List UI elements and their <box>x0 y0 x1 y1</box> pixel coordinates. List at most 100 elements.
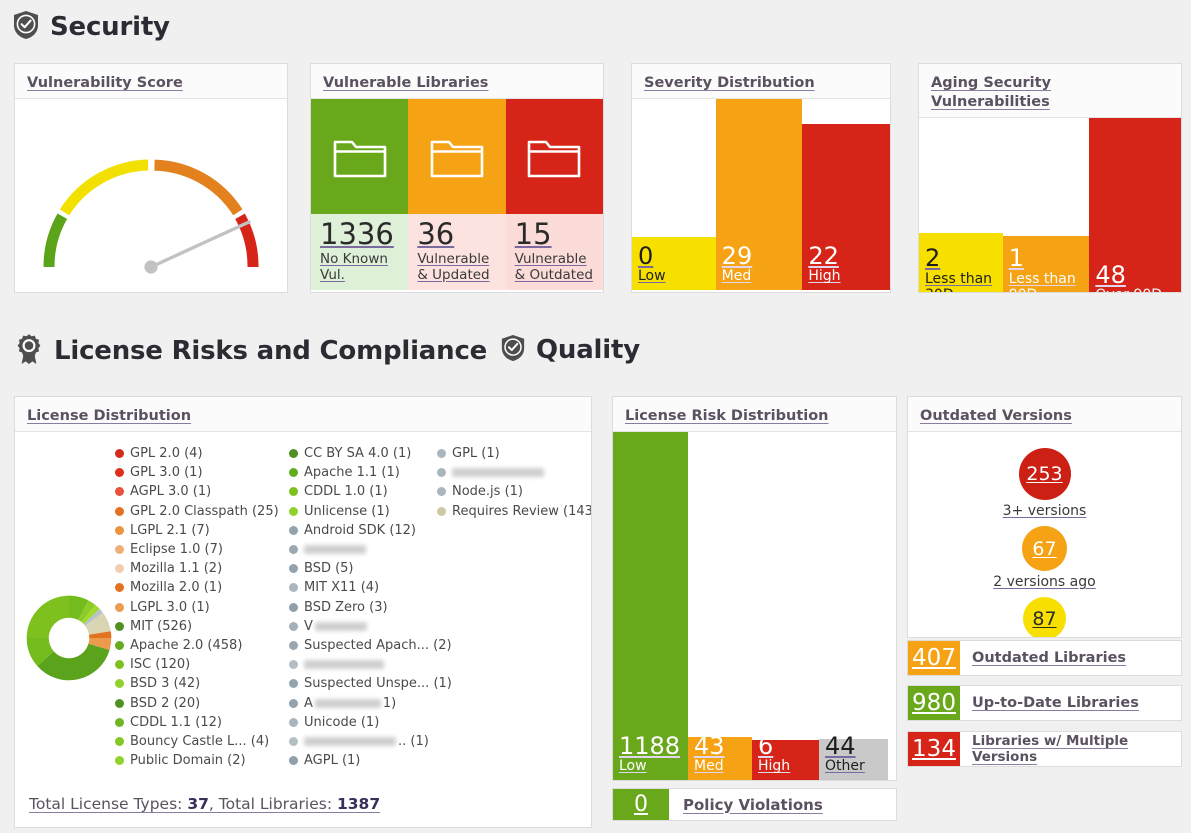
outdated-circle-caption[interactable]: 3+ versions <box>1002 503 1087 519</box>
summary-row-outdated-libraries[interactable]: 407 Outdated Libraries <box>907 640 1182 676</box>
legend-item[interactable]: AGPL 3.0 (1) <box>115 482 287 501</box>
bar-value[interactable]: 29 <box>721 241 753 270</box>
bar-label[interactable]: Over 90D <box>1095 287 1181 292</box>
legend-item[interactable]: Requires Review (143) <box>437 502 591 521</box>
legend-item[interactable]: CC BY SA 4.0 (1) <box>289 444 435 463</box>
bar-med[interactable]: 43 Med <box>688 731 752 780</box>
bar-value[interactable]: 22 <box>808 241 839 270</box>
legend-item-redacted[interactable] <box>289 540 435 559</box>
bar-other[interactable]: 44 Other <box>819 733 888 780</box>
summary-label[interactable]: Libraries w/ Multiple Versions <box>972 733 1129 765</box>
bar-less-than-90d[interactable]: 1 Less than 90D <box>1002 236 1090 292</box>
legend-item[interactable]: Apache 1.1 (1) <box>289 463 435 482</box>
legend-item[interactable]: Apache 2.0 (458) <box>115 636 287 655</box>
legend-item[interactable]: Eclipse 1.0 (7) <box>115 540 287 559</box>
vulnerable-libraries-label[interactable]: Vulnerable & Outdated <box>514 251 593 284</box>
policy-violations-label[interactable]: Policy Violations <box>683 795 823 814</box>
legend-item[interactable]: MIT X11 (4) <box>289 578 435 597</box>
summary-label[interactable]: Outdated Libraries <box>972 650 1127 666</box>
legend-item[interactable]: Public Domain (2) <box>115 751 287 770</box>
summary-row-up-to-date-libraries[interactable]: 980 Up-to-Date Libraries <box>907 685 1182 721</box>
legend-item[interactable]: CDDL 1.0 (1) <box>289 482 435 501</box>
legend-item[interactable]: LGPL 2.1 (7) <box>115 521 287 540</box>
legend-item[interactable]: Suspected Unspe... (1) <box>289 674 452 693</box>
summary-label[interactable]: Up-to-Date Libraries <box>972 695 1139 711</box>
bar-value[interactable]: 0 <box>638 241 654 270</box>
legend-item[interactable]: BSD 3 (42) <box>115 674 287 693</box>
legend-item[interactable]: AGPL (1) <box>289 751 435 770</box>
vulnerable-libraries-label[interactable]: No Known Vul. <box>320 251 388 284</box>
legend-item[interactable]: GPL 2.0 Classpath (25) <box>115 502 287 521</box>
legend-item-redacted[interactable]: V <box>289 617 435 636</box>
legend-item[interactable]: BSD (5) <box>289 559 435 578</box>
bar-value[interactable]: 48 <box>1095 260 1126 289</box>
legend-item[interactable]: Mozilla 2.0 (1) <box>115 578 287 597</box>
legend-item[interactable]: GPL 3.0 (1) <box>115 463 287 482</box>
outdated-circle-3plus[interactable]: 253 <box>1018 448 1071 500</box>
bar-value[interactable]: 1 <box>1008 244 1024 273</box>
license-distribution-title[interactable]: License Distribution <box>27 408 192 424</box>
legend-item-redacted[interactable]: .. (1) <box>289 732 435 751</box>
license-risk-title[interactable]: License Risk Distribution <box>625 408 829 424</box>
legend-item[interactable]: Android SDK (12) <box>289 521 435 540</box>
bar-label[interactable]: Other <box>825 758 865 775</box>
bar-low[interactable]: 0 Low <box>632 236 716 290</box>
vulnerable-libraries-value[interactable]: 15 <box>514 217 552 252</box>
vulnerable-libraries-label[interactable]: Vulnerable & Updated <box>417 251 490 284</box>
bar-low[interactable]: 1188 Low <box>613 432 688 780</box>
bar-label[interactable]: Med <box>694 758 724 775</box>
legend-item[interactable]: GPL 2.0 (4) <box>115 444 287 463</box>
bar-label[interactable]: Med <box>721 268 752 285</box>
bar-med[interactable]: 29 Med <box>715 99 803 290</box>
severity-distribution-title[interactable]: Severity Distribution <box>644 75 815 91</box>
bar-label[interactable]: Less than 90D <box>1008 270 1076 292</box>
bar-label[interactable]: High <box>808 268 841 285</box>
outdated-versions-title[interactable]: Outdated Versions <box>920 408 1072 424</box>
legend-item[interactable]: Suspected Apach... (2) <box>289 636 452 655</box>
bar-label[interactable]: High <box>758 758 791 775</box>
bar-label[interactable]: Low <box>638 268 666 285</box>
legend-item[interactable]: Unlicense (1) <box>289 502 435 521</box>
policy-violations-row[interactable]: 0 Policy Violations <box>612 788 897 821</box>
vulnerable-libraries-cell[interactable]: 1336 No Known Vul. <box>311 99 409 290</box>
bar-value[interactable]: 43 <box>694 731 725 760</box>
bar-high[interactable]: 6 High <box>752 733 819 780</box>
legend-item[interactable]: ISC (120) <box>115 655 287 674</box>
legend-item-redacted[interactable] <box>289 655 435 674</box>
bar-value[interactable]: 2 <box>925 244 941 273</box>
legend-item-redacted[interactable]: A 1) <box>289 693 435 712</box>
bar-less-than-30d[interactable]: 2 Less than 30D <box>919 232 1003 292</box>
license-totals[interactable]: Total License Types: 37, Total Libraries… <box>29 795 380 813</box>
bar-label[interactable]: Less than 30D <box>925 270 993 292</box>
bar-value[interactable]: 44 <box>825 731 856 760</box>
bar-high[interactable]: 22 High <box>802 123 890 290</box>
bar-over-90d[interactable]: 48 Over 90D <box>1089 118 1181 292</box>
legend-item[interactable]: Bouncy Castle L... (4) <box>115 732 287 751</box>
vulnerable-libraries-title[interactable]: Vulnerable Libraries <box>323 75 489 91</box>
bar-value[interactable]: 1188 <box>619 731 681 760</box>
legend-item[interactable]: MIT (526) <box>115 617 287 636</box>
legend-item[interactable]: Node.js (1) <box>437 482 587 501</box>
aging-vulnerabilities-title[interactable]: Aging Security Vulnerabilities <box>931 75 1052 110</box>
outdated-circle-group-1[interactable]: 253 3+ versions <box>908 448 1181 519</box>
outdated-circle-caption[interactable]: 2 versions ago <box>993 574 1096 590</box>
bar-label[interactable]: Low <box>619 758 647 775</box>
vulnerable-libraries-cell[interactable]: 36 Vulnerable & Updated <box>408 99 506 290</box>
outdated-circle-2ago[interactable]: 67 <box>1022 526 1067 571</box>
legend-item[interactable]: Unicode (1) <box>289 713 435 732</box>
outdated-circle-group-2[interactable]: 67 2 versions ago <box>908 526 1181 590</box>
vulnerable-libraries-value[interactable]: 1336 <box>320 217 394 252</box>
summary-row-multiple-versions[interactable]: 134 Libraries w/ Multiple Versions <box>907 731 1182 767</box>
vulnerability-score-title[interactable]: Vulnerability Score <box>27 75 183 91</box>
legend-item[interactable]: Mozilla 1.1 (2) <box>115 559 287 578</box>
bar-value[interactable]: 6 <box>758 731 774 760</box>
legend-item[interactable]: BSD Zero (3) <box>289 598 435 617</box>
vulnerable-libraries-value[interactable]: 36 <box>417 217 455 252</box>
legend-item[interactable]: CDDL 1.1 (12) <box>115 713 287 732</box>
legend-item-redacted[interactable] <box>437 463 587 482</box>
vulnerable-libraries-cell[interactable]: 15 Vulnerable & Outdated <box>505 99 603 290</box>
legend-item[interactable]: LGPL 3.0 (1) <box>115 598 287 617</box>
legend-item[interactable]: GPL (1) <box>437 444 587 463</box>
outdated-circle-group-3[interactable]: 87 <box>908 597 1181 637</box>
legend-item[interactable]: BSD 2 (20) <box>115 693 287 712</box>
